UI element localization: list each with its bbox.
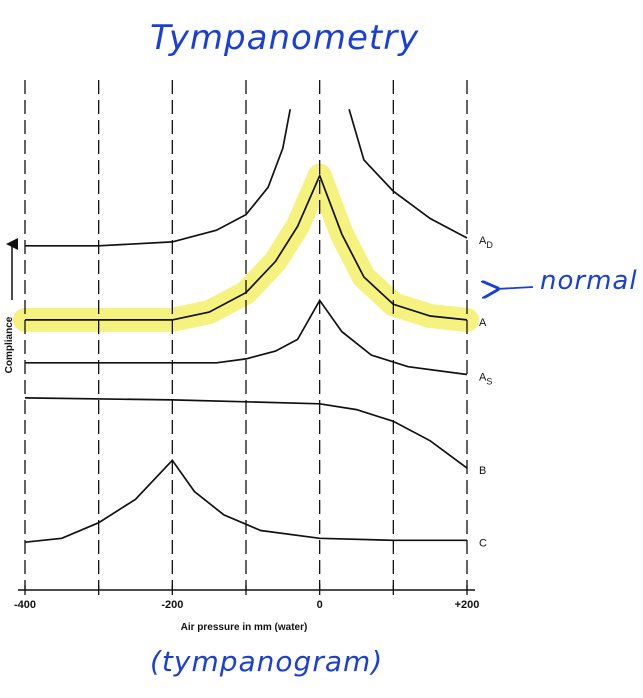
normal-annotation: normal [540,266,638,296]
series-label-A: A [479,317,487,329]
x-tick-label: 0 [317,599,323,611]
curve-AD-right [348,109,468,239]
grid-layer [24,80,468,590]
series-label-B: B [479,465,486,477]
handwritten-title: Tympanometry [150,18,420,58]
x-axis-label: Air pressure in mm (water) [181,622,308,633]
curve-AS [25,298,468,376]
curve-C [24,458,467,544]
y-axis-label: Compliance [4,316,15,373]
handwritten-subtitle: (tympanogram) [150,645,384,678]
series-label-AS: AS [479,372,492,387]
series-label-C: C [479,537,487,549]
x-tick-label: -200 [161,599,183,611]
curve-A [25,173,468,321]
x-tick-label: +200 [455,599,480,611]
curve-B [24,397,468,469]
series-label-AD: AD [479,235,493,250]
annotation-arrow [496,287,534,289]
axis-layer: -400 -200 0 +200 [14,585,479,611]
x-tick-label: -400 [14,599,36,611]
curve-AD-left [25,109,292,247]
